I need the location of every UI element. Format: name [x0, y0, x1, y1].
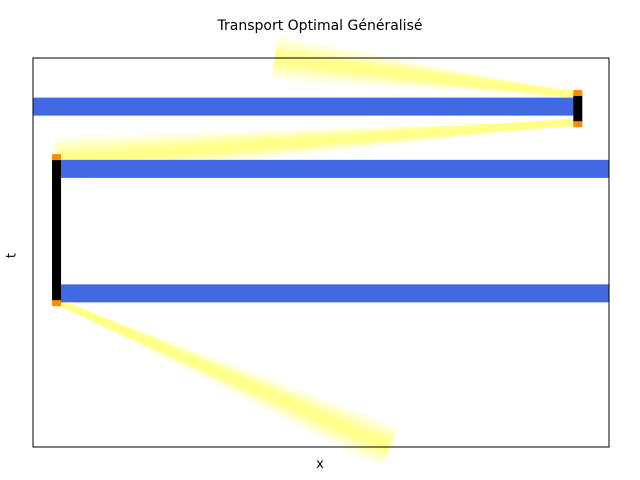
band-1: [33, 97, 575, 116]
walls-layer: [52, 89, 583, 307]
beams-layer: [54, 36, 578, 468]
bands-layer: [33, 97, 610, 303]
beam-3: [54, 297, 399, 468]
wall-2-bottom-cap: [573, 121, 583, 128]
beam-1: [272, 36, 578, 99]
plot-frame: [32, 57, 610, 448]
wall-1-top-cap: [52, 154, 62, 161]
band-3: [56, 284, 610, 303]
wall-2-top-cap: [573, 89, 583, 96]
band-2: [56, 159, 610, 178]
beam-layer: [55, 118, 578, 164]
wall-2: [573, 94, 583, 123]
plot-area: [33, 58, 609, 447]
beam-layer: [274, 54, 578, 99]
wall-1-bottom-cap: [52, 300, 62, 307]
x-axis-label: x: [316, 457, 324, 472]
beam-layer: [54, 297, 392, 451]
wall-1: [52, 159, 62, 302]
chart-title: Transport Optimal Généralisé: [217, 18, 423, 34]
